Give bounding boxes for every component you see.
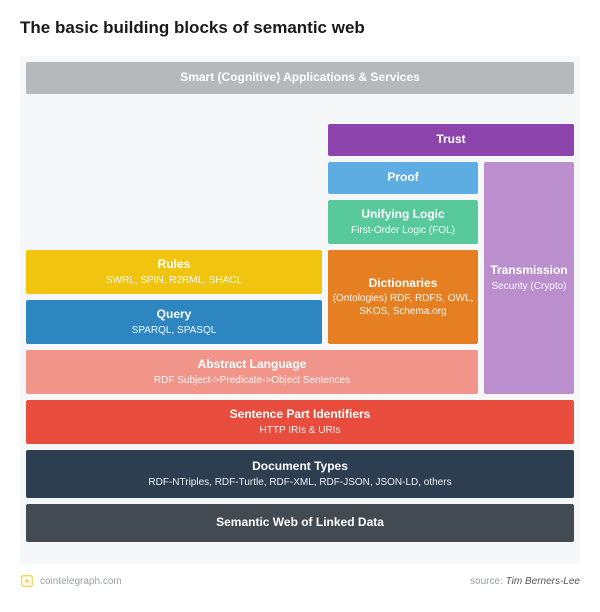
block-semantic-web: Semantic Web of Linked Data — [26, 504, 574, 542]
block-title: Unifying Logic — [361, 207, 444, 223]
block-sentence-ids: Sentence Part Identifiers HTTP IRIs & URI… — [26, 400, 574, 444]
block-subtitle: (Ontologies) RDF, RDFS, OWL, SKOS, Schem… — [332, 293, 474, 318]
block-subtitle: HTTP IRIs & URIs — [260, 425, 341, 438]
page-title: The basic building blocks of semantic we… — [20, 18, 580, 38]
block-title: Query — [157, 307, 192, 323]
block-title: Transmission — [490, 263, 567, 279]
footer-source: source: Tim Berners-Lee — [470, 576, 580, 587]
block-subtitle: First-Order Logic (FOL) — [351, 225, 455, 238]
block-transmission: Transmission Security (Crypto) — [484, 162, 574, 394]
block-title: Semantic Web of Linked Data — [216, 515, 384, 531]
block-query: Query SPARQL, SPASQL — [26, 300, 322, 344]
block-smart-apps: Smart (Cognitive) Applications & Service… — [26, 62, 574, 94]
brand-icon — [20, 574, 34, 588]
block-title: Sentence Part Identifiers — [230, 407, 371, 423]
block-proof: Proof — [328, 162, 478, 194]
block-subtitle: SWRL, SPIN, R2RML, SHACL — [106, 275, 242, 288]
block-doc-types: Document Types RDF-NTriples, RDF-Turtle, … — [26, 450, 574, 498]
block-title: Smart (Cognitive) Applications & Service… — [180, 70, 420, 86]
footer: cointelegraph.com source: Tim Berners-Le… — [20, 574, 580, 588]
block-title: Trust — [436, 132, 465, 148]
block-title: Rules — [158, 257, 191, 273]
block-title: Abstract Language — [198, 357, 307, 373]
block-abstract-lang: Abstract Language RDF Subject->Predicate-… — [26, 350, 478, 394]
diagram-canvas: Smart (Cognitive) Applications & Service… — [20, 56, 580, 564]
block-subtitle: SPARQL, SPASQL — [132, 325, 217, 338]
source-name: Tim Berners-Lee — [506, 576, 580, 587]
block-subtitle: Security (Crypto) — [491, 281, 566, 294]
block-subtitle: RDF-NTriples, RDF-Turtle, RDF-XML, RDF-J… — [148, 477, 451, 490]
block-subtitle: RDF Subject->Predicate->Object Sentences — [154, 375, 350, 388]
block-title: Dictionaries — [369, 276, 438, 292]
block-title: Document Types — [252, 459, 348, 475]
block-dictionaries: Dictionaries(Ontologies) RDF, RDFS, OWL,… — [328, 250, 478, 344]
footer-brand: cointelegraph.com — [20, 574, 122, 588]
block-title: Proof — [387, 170, 418, 186]
block-rules: Rules SWRL, SPIN, R2RML, SHACL — [26, 250, 322, 294]
block-unifying: Unifying Logic First-Order Logic (FOL) — [328, 200, 478, 244]
source-prefix: source: — [470, 576, 506, 587]
brand-text: cointelegraph.com — [40, 576, 122, 587]
block-trust: Trust — [328, 124, 574, 156]
